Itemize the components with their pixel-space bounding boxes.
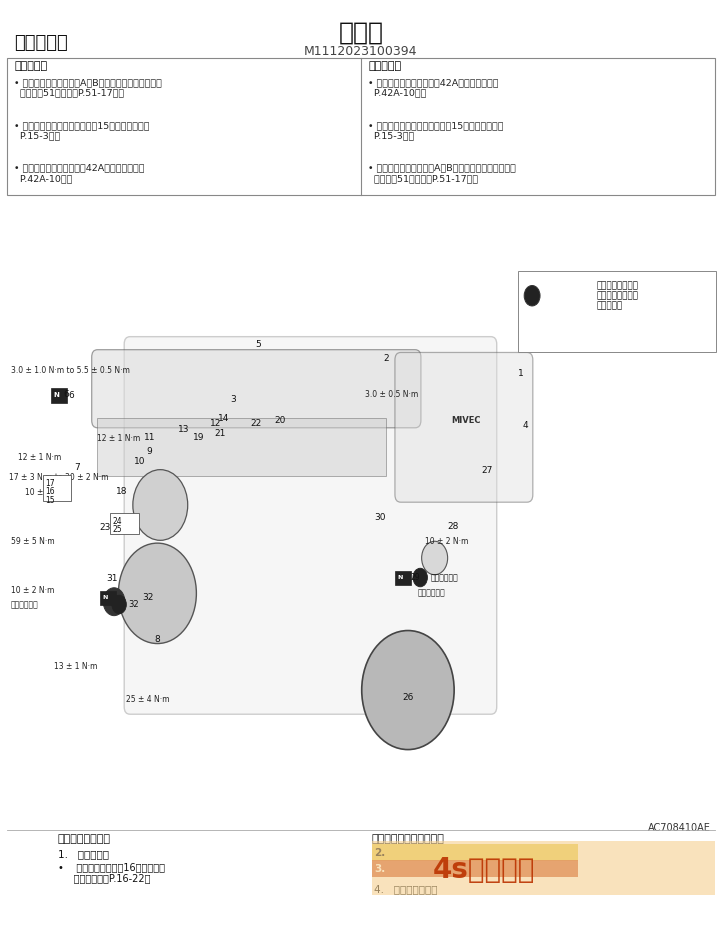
Text: M1112023100394: M1112023100394 (304, 45, 418, 58)
Text: 31: 31 (106, 574, 118, 583)
Text: 16: 16 (45, 487, 55, 497)
Text: • 安装发动机舱底盖前部A、B和发动机舱侧盖（右侧）
  （参阅第51组－底盖P.51-17）。: • 安装发动机舱底盖前部A、B和发动机舱侧盖（右侧） （参阅第51组－底盖P.5… (368, 164, 516, 183)
Text: 6: 6 (64, 390, 69, 399)
Text: N: N (397, 575, 402, 580)
Text: 6: 6 (69, 391, 74, 400)
Text: 22: 22 (251, 418, 262, 428)
Text: 安装之前，在所有
的运动零件上涂抹
发动机油。: 安装之前，在所有 的运动零件上涂抹 发动机油。 (597, 281, 639, 311)
Text: 统，点火线圈P.16-22）: 统，点火线圈P.16-22） (58, 873, 150, 884)
Text: • 安装横向连接杆（参阅第42A组－横向连接杆
  P.42A-10）。: • 安装横向连接杆（参阅第42A组－横向连接杆 P.42A-10）。 (368, 78, 499, 98)
Text: 1.   发动机上罩: 1. 发动机上罩 (58, 849, 109, 859)
Text: 5: 5 (256, 339, 261, 349)
Text: 2: 2 (383, 353, 389, 363)
Text: 凸轮轴的拆卸步骤: 凸轮轴的拆卸步骤 (58, 834, 110, 844)
Text: 12 ± 1 N·m: 12 ± 1 N·m (18, 453, 61, 462)
FancyBboxPatch shape (395, 571, 411, 585)
Circle shape (524, 286, 540, 306)
Text: 59 ± 5 N·m: 59 ± 5 N·m (11, 537, 54, 546)
Text: 18: 18 (116, 486, 127, 496)
Text: 11: 11 (144, 432, 156, 442)
Circle shape (413, 568, 427, 587)
Text: 4: 4 (523, 421, 529, 431)
Circle shape (133, 470, 188, 540)
FancyBboxPatch shape (124, 337, 497, 714)
FancyBboxPatch shape (372, 841, 715, 895)
Text: 拆卸与安装: 拆卸与安装 (14, 34, 68, 52)
FancyBboxPatch shape (372, 844, 578, 861)
FancyBboxPatch shape (7, 58, 715, 195)
Text: 32: 32 (142, 592, 154, 602)
Text: 19: 19 (193, 432, 204, 442)
Text: • 拆卸空气滤清器总成（参阅第15组－空气滤清器
  P.15-3）。: • 拆卸空气滤清器总成（参阅第15组－空气滤清器 P.15-3）。 (14, 121, 150, 140)
Circle shape (362, 631, 454, 750)
FancyBboxPatch shape (43, 475, 71, 501)
FancyBboxPatch shape (97, 418, 386, 476)
Circle shape (118, 543, 196, 644)
Text: 25 ± 4 N·m: 25 ± 4 N·m (126, 695, 170, 704)
Text: 4s汽修帮手: 4s汽修帮手 (433, 856, 536, 884)
FancyBboxPatch shape (0, 197, 722, 830)
Text: 4.   控制线束的连接: 4. 控制线束的连接 (374, 884, 438, 895)
Text: 10: 10 (134, 457, 145, 466)
Text: （发动机油）: （发动机油） (430, 573, 458, 582)
Text: 3.0 ± 1.0 N·m to 5.5 ± 0.5 N·m: 3.0 ± 1.0 N·m to 5.5 ± 0.5 N·m (11, 365, 130, 375)
Circle shape (103, 588, 125, 616)
FancyBboxPatch shape (518, 271, 716, 352)
FancyBboxPatch shape (92, 350, 421, 428)
Text: 30: 30 (374, 512, 386, 522)
Text: 7: 7 (74, 463, 80, 472)
Text: 28: 28 (448, 522, 459, 531)
Text: 27: 27 (482, 466, 493, 475)
Text: 13: 13 (178, 425, 190, 434)
Text: MIVEC: MIVEC (451, 416, 480, 425)
Text: 3.: 3. (374, 864, 386, 873)
Text: 10 ± 2 N·m: 10 ± 2 N·m (425, 537, 468, 546)
Circle shape (422, 541, 448, 575)
Text: •    点火线圈（参阅第16组－点火系: • 点火线圈（参阅第16组－点火系 (58, 862, 165, 872)
Text: 1: 1 (518, 369, 524, 379)
Text: 3: 3 (230, 395, 236, 405)
Text: • 拆卸发动机舱底盖前部A、B和发动机舱侧盖（右侧）
  （参阅第51组－底盖P.51-17）。: • 拆卸发动机舱底盖前部A、B和发动机舱侧盖（右侧） （参阅第51组－底盖P.5… (14, 78, 162, 98)
Text: 安装后操作: 安装后操作 (368, 61, 401, 72)
Text: 32: 32 (129, 600, 139, 609)
Text: 13 ± 1 N·m: 13 ± 1 N·m (54, 662, 97, 671)
Text: N: N (53, 392, 59, 398)
Text: 凸轮轴: 凸轮轴 (339, 20, 383, 45)
Text: 15: 15 (45, 496, 55, 505)
Text: （发动机油）: （发动机油） (11, 600, 38, 609)
Text: 10 ± 2 N·m: 10 ± 2 N·m (11, 586, 54, 595)
Text: N: N (103, 595, 108, 601)
Text: 26: 26 (402, 693, 414, 702)
FancyBboxPatch shape (395, 352, 533, 502)
Text: 25: 25 (113, 525, 122, 535)
FancyBboxPatch shape (110, 513, 139, 534)
Text: （发动机油）: （发动机油） (417, 589, 445, 598)
Text: 24: 24 (113, 517, 122, 526)
Text: 17: 17 (45, 479, 55, 488)
FancyBboxPatch shape (100, 591, 116, 605)
Text: 凸轮轴的拆卸步骤（续）: 凸轮轴的拆卸步骤（续） (372, 834, 445, 844)
Text: 9: 9 (147, 446, 152, 456)
Text: • 安装空气滤清器总成（参阅第15组－空气滤清器
  P.15-3）。: • 安装空气滤清器总成（参阅第15组－空气滤清器 P.15-3）。 (368, 121, 504, 140)
Text: 14: 14 (218, 414, 230, 423)
Text: 拆卸前操作: 拆卸前操作 (14, 61, 48, 72)
Text: 2.: 2. (374, 848, 386, 857)
Text: 8: 8 (155, 635, 160, 644)
Text: 17 ± 3 N·m to 30 ± 2 N·m: 17 ± 3 N·m to 30 ± 2 N·m (9, 472, 108, 482)
Text: • 拆卸横向连接杆（参阅第42A组－横向连接杆
  P.42A-10）。: • 拆卸横向连接杆（参阅第42A组－横向连接杆 P.42A-10）。 (14, 164, 145, 183)
Circle shape (112, 595, 126, 614)
Text: 3.0 ± 0.5 N·m: 3.0 ± 0.5 N·m (365, 390, 418, 399)
Text: 12: 12 (209, 418, 221, 428)
FancyBboxPatch shape (372, 860, 578, 877)
Text: 29: 29 (410, 573, 419, 582)
FancyBboxPatch shape (51, 388, 67, 403)
Text: 12 ± 1 N·m: 12 ± 1 N·m (97, 434, 141, 444)
Text: 10 ± 2 N·m: 10 ± 2 N·m (25, 488, 69, 498)
Text: 23: 23 (99, 523, 110, 532)
Text: AC708410AE: AC708410AE (648, 823, 711, 833)
Text: 20: 20 (274, 416, 286, 425)
Text: 21: 21 (214, 429, 226, 438)
